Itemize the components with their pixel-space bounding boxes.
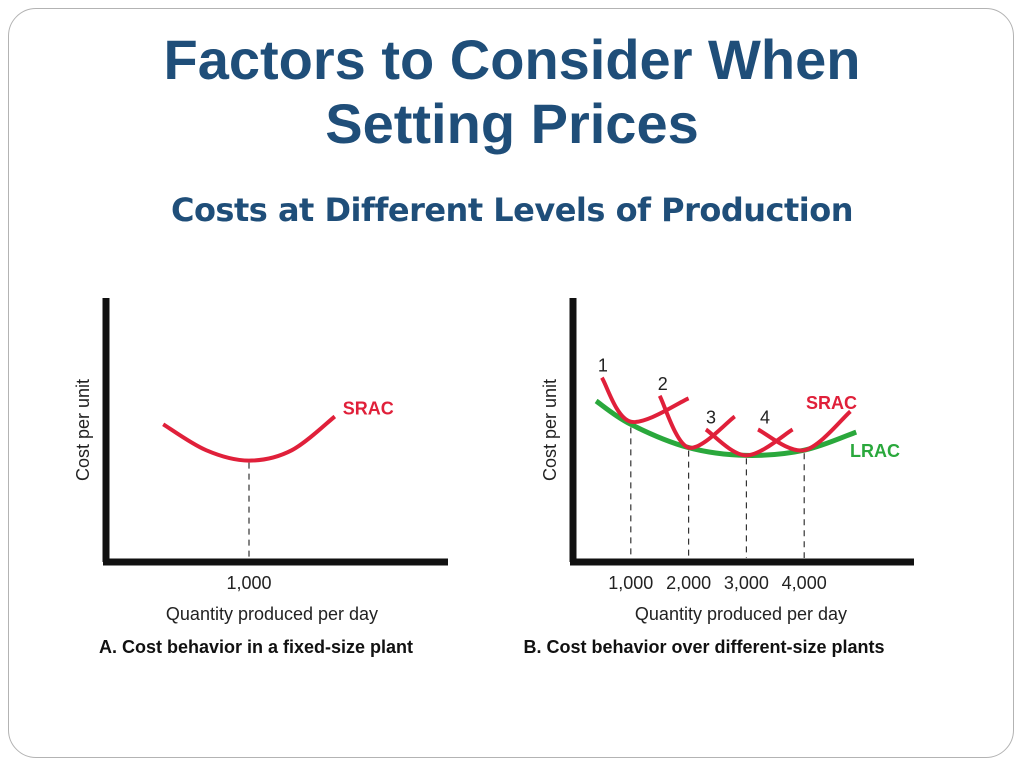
chart-b-srac-curve-4 xyxy=(757,409,852,453)
chart-b-caption: B. Cost behavior over different-size pla… xyxy=(523,637,884,657)
chart-b-x-tick-label: 3,000 xyxy=(724,573,769,593)
title-line-2: Setting Prices xyxy=(325,92,699,155)
chart-a-srac-label: SRAC xyxy=(343,399,394,419)
title-line-1: Factors to Consider When xyxy=(163,28,861,91)
chart-a: SRAC 1,000 Quantity produced per day Cos… xyxy=(73,298,448,657)
chart-b-x-tick-label: 4,000 xyxy=(782,573,827,593)
chart-a-y-axis-label: Cost per unit xyxy=(73,379,93,481)
chart-b-x-tick-labels: 1,000 2,000 3,000 4,000 xyxy=(608,573,826,593)
chart-b-srac-curve-3 xyxy=(704,427,794,458)
chart-b-srac-curves xyxy=(600,376,852,458)
chart-b-srac-label: SRAC xyxy=(806,393,857,413)
chart-b-dashlines xyxy=(630,427,805,558)
slide-frame xyxy=(8,8,1014,758)
chart-b-curve-number-label: 2 xyxy=(658,374,668,394)
chart-b-x-tick-label: 1,000 xyxy=(608,573,653,593)
chart-b-lrac-label: LRAC xyxy=(850,441,900,461)
chart-a-x-tick-label: 1,000 xyxy=(226,573,271,593)
chart-b-curve-number-label: 4 xyxy=(760,408,770,428)
chart-b-curve-labels: 1 2 3 4 xyxy=(598,356,770,428)
chart-a-srac-curve xyxy=(162,414,337,463)
chart-b-srac-curve-2 xyxy=(657,394,737,450)
slide-subtitle: Costs at Different Levels of Production xyxy=(170,191,854,229)
chart-b-curve-number-label: 3 xyxy=(706,408,716,428)
chart-b-curve-number-label: 1 xyxy=(598,356,608,376)
chart-a-x-axis-label: Quantity produced per day xyxy=(166,604,378,624)
slide-title: Factors to Consider When Setting Prices xyxy=(0,28,1024,156)
chart-b: 1 2 3 4 SRAC LRAC 1,000 2,000 3,000 4,000 Quan… xyxy=(523,298,914,657)
chart-b-x-axis-label: Quantity produced per day xyxy=(635,604,847,624)
chart-b-srac-curve-1 xyxy=(600,376,690,424)
chart-a-caption: A. Cost behavior in a fixed-size plant xyxy=(99,637,413,657)
chart-b-x-tick-label: 2,000 xyxy=(666,573,711,593)
chart-b-y-axis-label: Cost per unit xyxy=(540,379,560,481)
